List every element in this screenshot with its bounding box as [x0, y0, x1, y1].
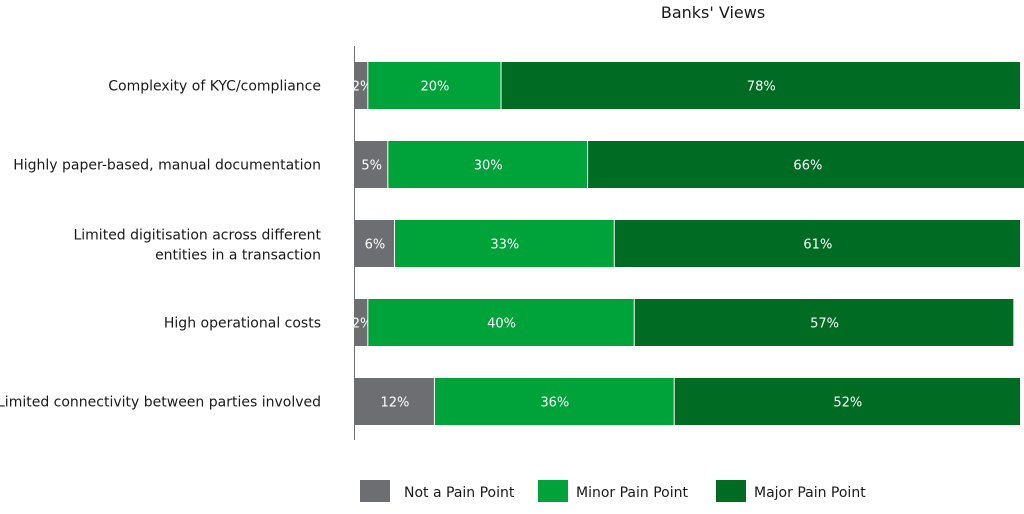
- bar-not-a-pain-point: [355, 220, 394, 267]
- category-label: Limited connectivity between parties inv…: [0, 395, 321, 411]
- bar-not-a-pain-point: [355, 141, 388, 188]
- bar-minor-pain-point: [368, 62, 501, 109]
- data-label: 57%: [810, 317, 839, 332]
- data-label: 30%: [474, 159, 503, 174]
- legend-swatch-minor-pain-point: [538, 480, 568, 502]
- data-label: 20%: [420, 80, 449, 95]
- data-label: 78%: [747, 80, 776, 95]
- legend-label: Minor Pain Point: [576, 485, 688, 501]
- bar-major-pain-point: [588, 141, 1024, 188]
- data-label: 2%: [352, 80, 373, 95]
- bar-major-pain-point: [614, 220, 1020, 267]
- data-label: 33%: [490, 238, 519, 253]
- category-label: Complexity of KYC/compliance: [108, 79, 321, 95]
- data-label: 6%: [365, 238, 386, 253]
- data-label: 40%: [487, 317, 516, 332]
- bars-group: 2% 20% 78% 5% 30% 66% 6% 33% 61% 2% 40% 57% 12% 36% 52…: [352, 62, 1024, 425]
- chart-title: Banks' Views: [661, 3, 765, 22]
- bar-major-pain-point: [674, 378, 1020, 425]
- bar-minor-pain-point: [394, 220, 614, 267]
- data-label: 52%: [833, 396, 862, 411]
- legend-swatch-major-pain-point: [716, 480, 746, 502]
- legend-label: Major Pain Point: [754, 485, 866, 501]
- bar-minor-pain-point: [434, 378, 674, 425]
- legend-label: Not a Pain Point: [404, 485, 515, 501]
- category-label: Limited digitisation across different ent…: [73, 228, 321, 264]
- bar-not-a-pain-point: [355, 378, 434, 425]
- data-label: 66%: [793, 159, 822, 174]
- legend: Not a Pain Point Minor Pain Point Major Pa…: [360, 480, 866, 502]
- category-labels: Complexity of KYC/compliance Highly paper…: [0, 79, 322, 411]
- bar-minor-pain-point: [368, 299, 634, 346]
- bar-major-pain-point: [501, 62, 1020, 109]
- data-label: 5%: [361, 159, 382, 174]
- category-label: Highly paper-based, manual documentation: [13, 158, 321, 174]
- bar-minor-pain-point: [388, 141, 588, 188]
- data-label: 61%: [803, 238, 832, 253]
- bar-not-a-pain-point: [355, 62, 368, 109]
- legend-swatch-not-a-pain-point: [360, 480, 390, 502]
- bar-major-pain-point: [634, 299, 1014, 346]
- data-label: 36%: [540, 396, 569, 411]
- data-label: 12%: [381, 396, 410, 411]
- data-label: 2%: [352, 317, 373, 332]
- category-label: High operational costs: [164, 316, 321, 332]
- bar-not-a-pain-point: [355, 299, 368, 346]
